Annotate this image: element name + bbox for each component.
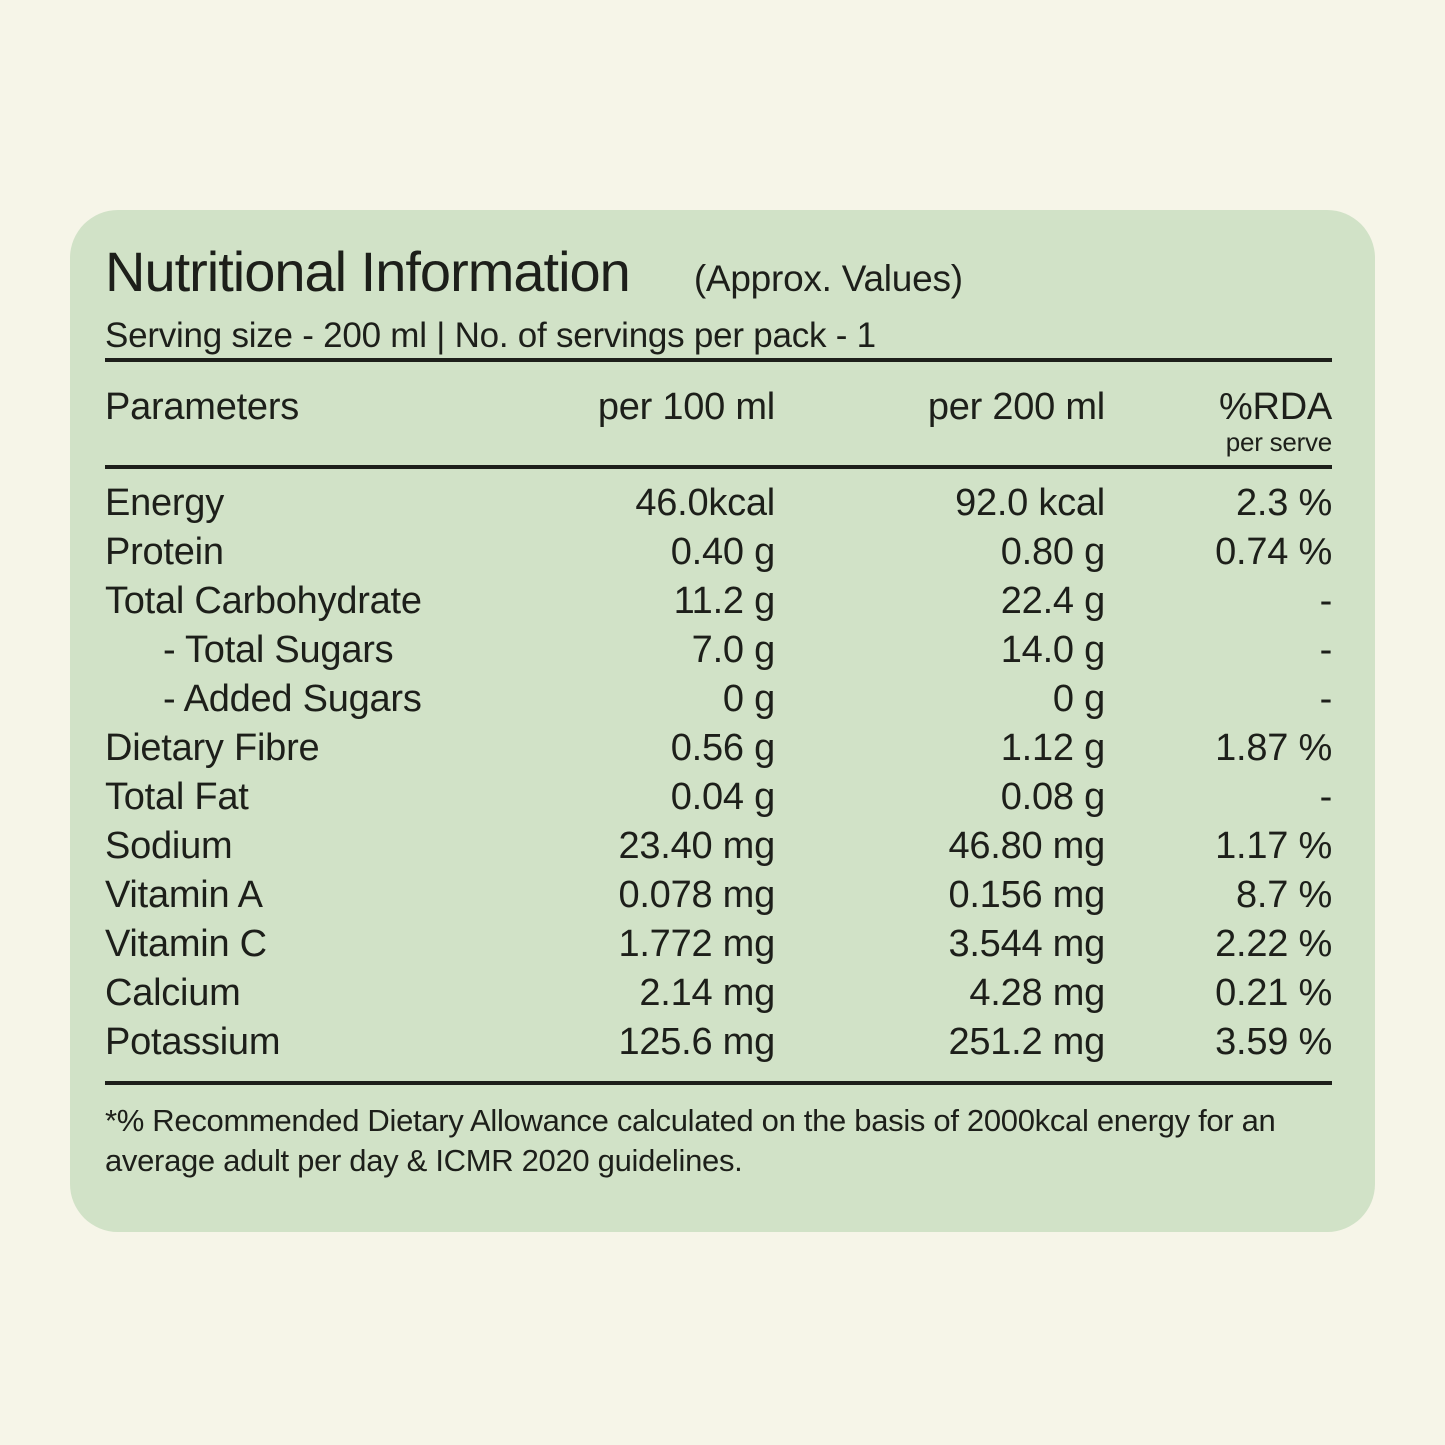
table-row: - Added Sugars 0 g 0 g - [105,675,1332,724]
cell-rda: 0.74 % [1215,531,1332,573]
header-rda: %RDA per serve [1105,362,1332,469]
table-row: Potassium 125.6 mg 251.2 mg 3.59 % [105,1018,1332,1081]
cell-label: - Total Sugars [163,629,394,671]
divider-top [105,358,1332,362]
cell-rda: - [1319,629,1333,671]
cell-label: - Added Sugars [163,678,422,720]
header-per-100ml: per 100 ml [455,362,775,469]
cell-rda: 8.7 % [1236,874,1332,916]
cell-per200: 0.08 g [1000,776,1105,818]
header-rda-subtitle: per serve [1225,427,1332,457]
cell-rda: 1.87 % [1215,727,1332,769]
cell-per200: 0.156 mg [948,874,1105,916]
cell-per200: 4.28 mg [969,972,1105,1014]
cell-per200: 0 g [1052,678,1105,720]
cell-per200: 251.2 mg [948,1021,1105,1063]
cell-label: Protein [105,531,224,573]
header-per-200ml: per 200 ml [775,362,1105,469]
nutrition-table-body: Energy 46.0kcal 92.0 kcal 2.3 % Protein … [105,467,1332,1081]
header-row: Parameters per 100 ml per 200 ml %RDA pe… [105,362,1332,469]
nutrition-table: Parameters per 100 ml per 200 ml %RDA pe… [105,362,1332,1081]
nutrition-table-head: Parameters per 100 ml per 200 ml %RDA pe… [105,362,1332,469]
cell-label: Total Fat [105,776,249,818]
cell-per200: 22.4 g [1000,580,1105,622]
cell-rda: - [1319,678,1333,720]
cell-per100: 0 g [722,678,775,720]
cell-per100: 0.40 g [670,531,775,573]
cell-label: Potassium [105,1021,281,1063]
cell-rda: - [1319,580,1333,622]
serving-info: Serving size - 200 ml | No. of servings … [105,316,876,355]
cell-per200: 0.80 g [1000,531,1105,573]
cell-per200: 1.12 g [1000,727,1105,769]
cell-per100: 0.078 mg [618,874,775,916]
cell-label: Vitamin A [105,874,263,916]
cell-per200: 3.544 mg [948,923,1105,965]
nutrition-card: Nutritional Information (Approx. Values)… [70,210,1375,1232]
cell-label: Energy [105,482,224,524]
table-row: Calcium 2.14 mg 4.28 mg 0.21 % [105,969,1332,1018]
page-title: Nutritional Information [105,240,631,303]
cell-rda: 0.21 % [1215,972,1332,1014]
cell-per200: 46.80 mg [948,825,1105,867]
cell-label: Calcium [105,972,241,1014]
card-header: Nutritional Information (Approx. Values) [105,242,1332,302]
cell-label: Total Carbohydrate [105,580,422,622]
cell-rda: 2.22 % [1215,923,1332,965]
cell-rda: 3.59 % [1215,1021,1332,1063]
cell-per100: 1.772 mg [618,923,775,965]
table-row: Protein 0.40 g 0.80 g 0.74 % [105,528,1332,577]
table-row: Dietary Fibre 0.56 g 1.12 g 1.87 % [105,724,1332,773]
cell-per100: 0.04 g [670,776,775,818]
cell-per100: 7.0 g [691,629,776,671]
table-row: Vitamin C 1.772 mg 3.544 mg 2.22 % [105,920,1332,969]
cell-per100: 0.56 g [670,727,775,769]
cell-rda: 1.17 % [1215,825,1332,867]
cell-rda: - [1319,776,1333,818]
cell-per100: 46.0kcal [635,482,775,524]
rda-footnote: *% Recommended Dietary Allowance calcula… [105,1103,1276,1178]
cell-per100: 125.6 mg [618,1021,775,1063]
table-row: Sodium 23.40 mg 46.80 mg 1.17 % [105,822,1332,871]
table-row: Vitamin A 0.078 mg 0.156 mg 8.7 % [105,871,1332,920]
approx-values-label: (Approx. Values) [693,258,963,299]
header-rda-title: %RDA [1218,386,1332,428]
cell-per200: 14.0 g [1000,629,1105,671]
cell-label: Vitamin C [105,923,267,965]
cell-per200: 92.0 kcal [955,482,1105,524]
cell-per100: 23.40 mg [618,825,775,867]
cell-rda: 2.3 % [1236,482,1332,524]
table-row: Total Fat 0.04 g 0.08 g - [105,773,1332,822]
cell-label: Sodium [105,825,233,867]
table-row: Energy 46.0kcal 92.0 kcal 2.3 % [105,467,1332,528]
header-parameters: Parameters [105,362,455,469]
cell-label: Dietary Fibre [105,727,320,769]
divider-bottom [105,1081,1332,1085]
cell-per100: 11.2 g [673,580,776,622]
table-row: Total Carbohydrate 11.2 g 22.4 g - [105,577,1332,626]
table-row: - Total Sugars 7.0 g 14.0 g - [105,626,1332,675]
cell-per100: 2.14 mg [639,972,775,1014]
